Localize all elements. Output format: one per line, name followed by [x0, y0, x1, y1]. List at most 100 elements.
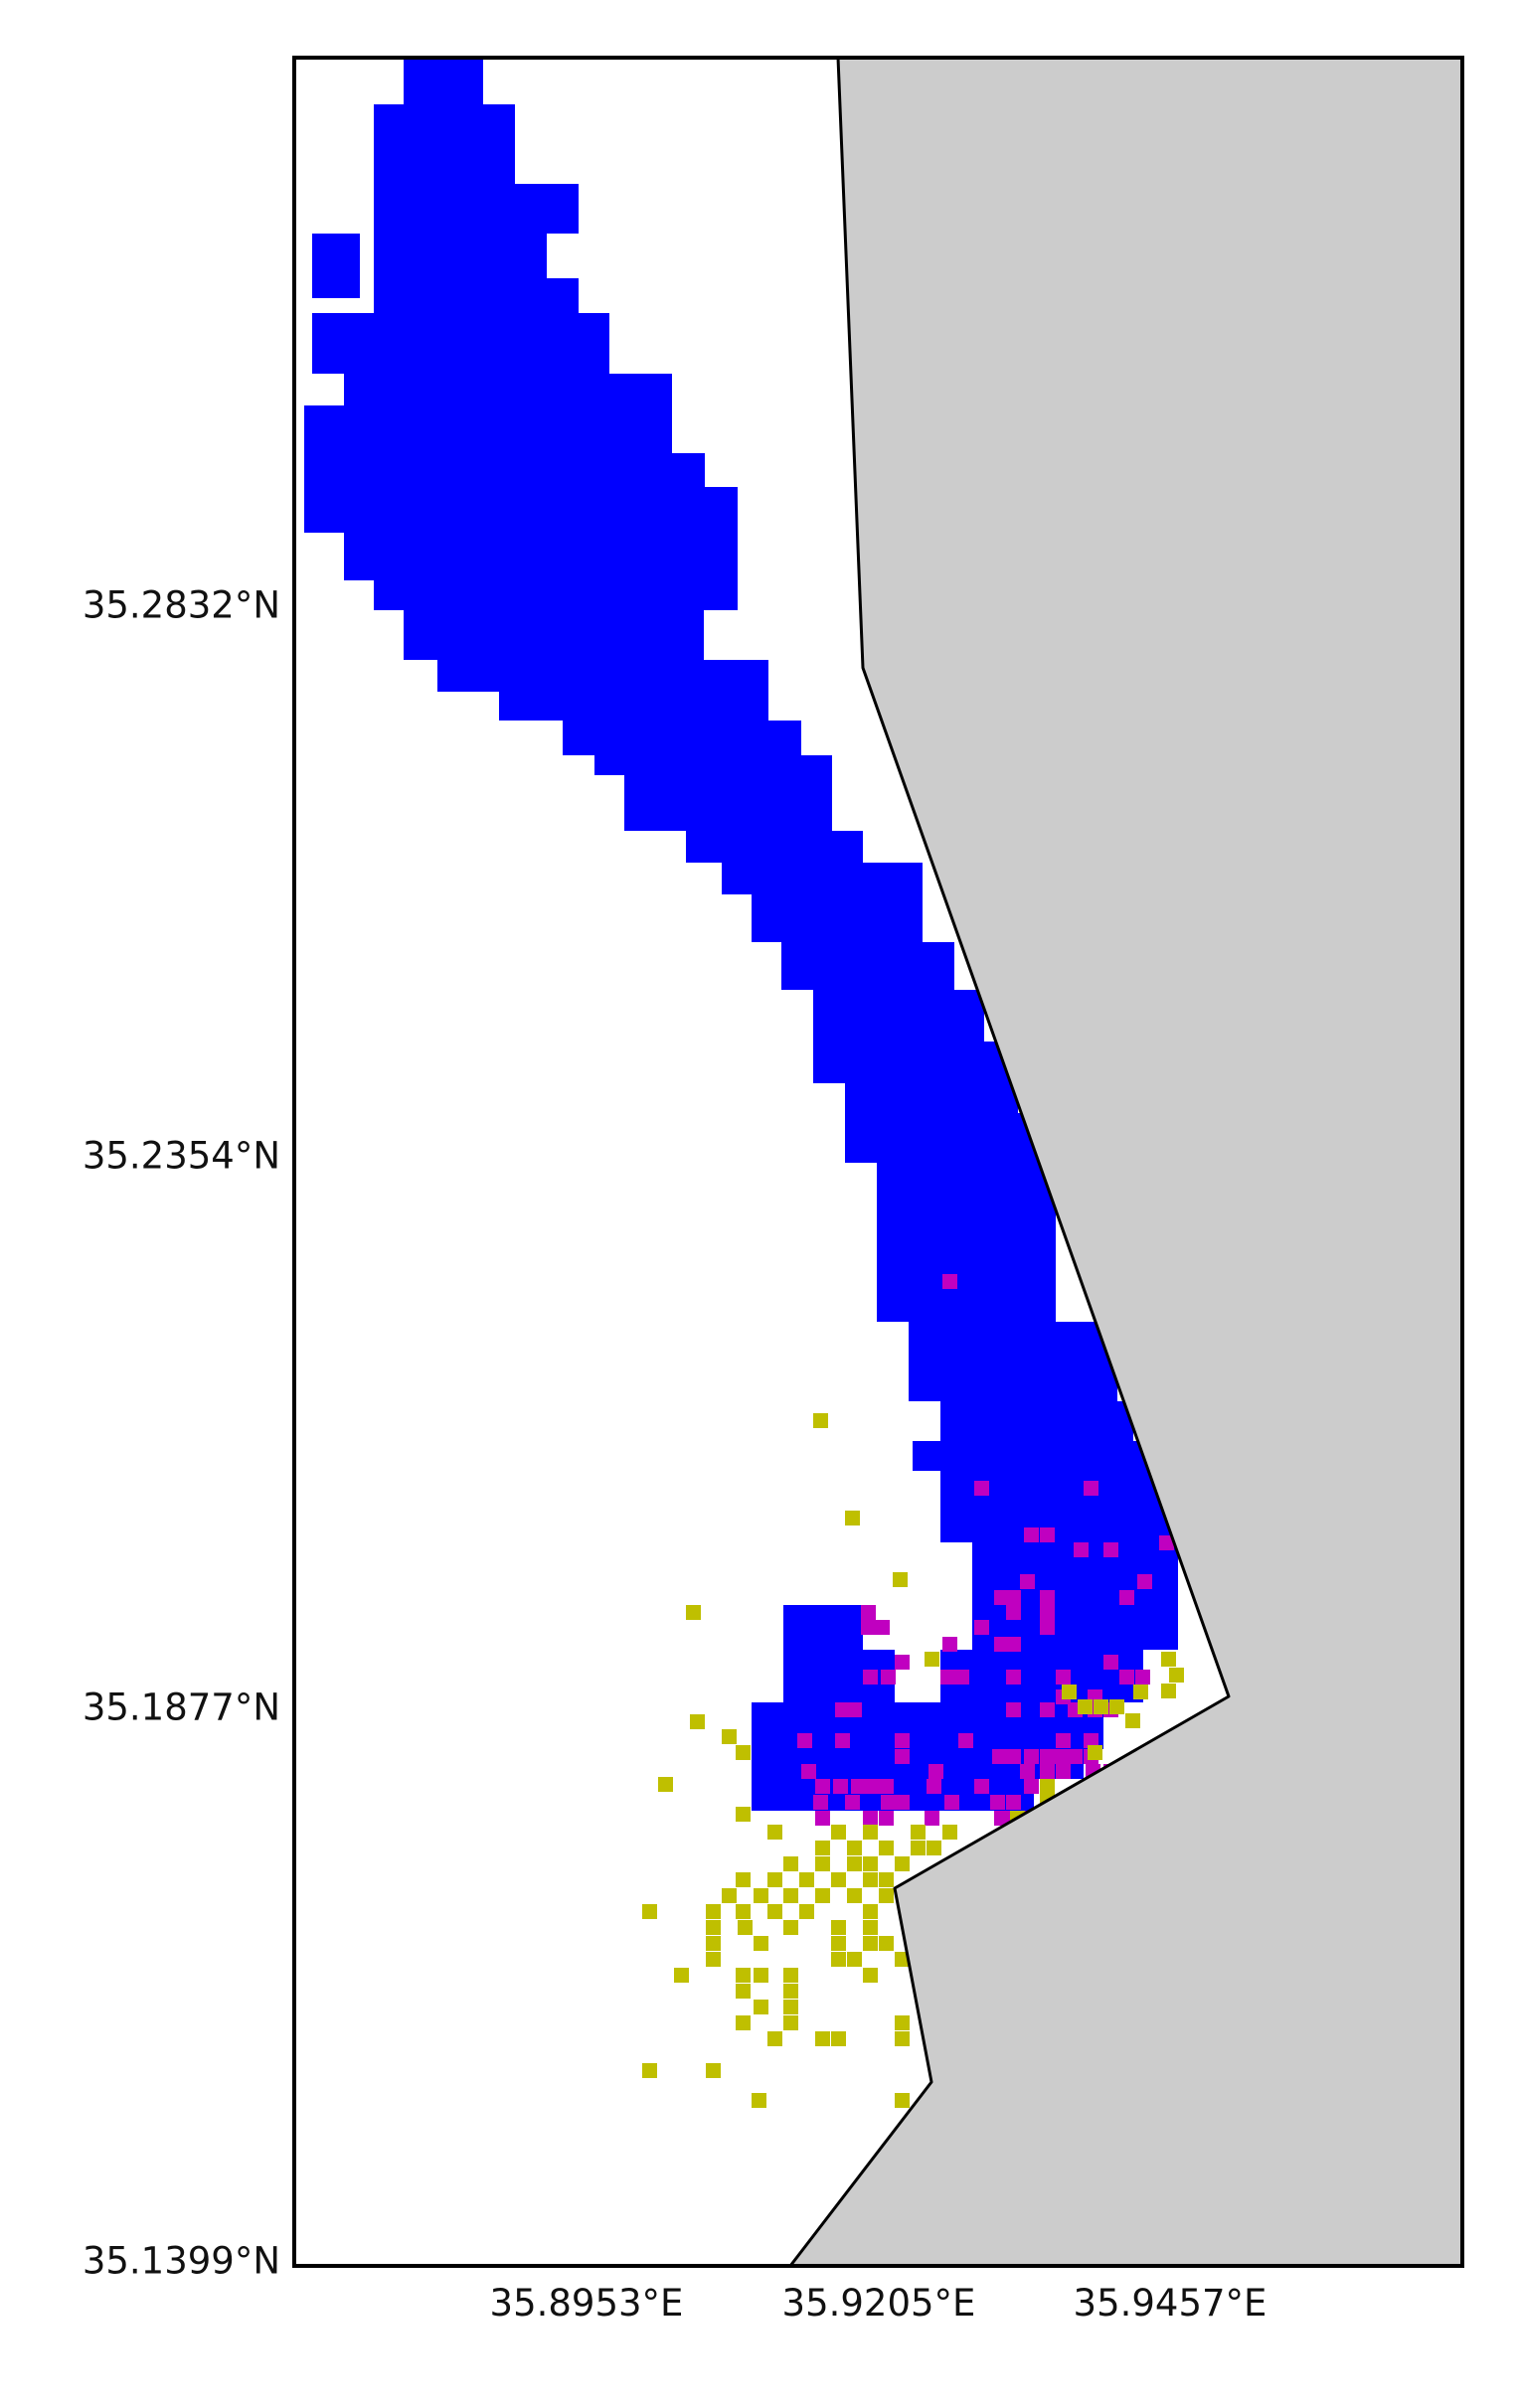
magenta-pixel — [1006, 1702, 1021, 1717]
olive-pixel — [783, 2000, 798, 2014]
y-tick-label: 35.1399°N — [83, 2240, 280, 2283]
olive-pixel — [831, 1952, 846, 1967]
magenta-pixel — [940, 1670, 955, 1685]
olive-pixel — [767, 1825, 782, 1840]
blue-pixel-block — [624, 775, 832, 831]
olive-pixel — [895, 2031, 910, 2046]
magenta-class-layer — [797, 1274, 1174, 1826]
magenta-pixel — [815, 1779, 830, 1794]
magenta-pixel — [994, 1637, 1009, 1652]
magenta-pixel — [1020, 1574, 1035, 1589]
olive-pixel — [706, 1952, 721, 1967]
magenta-pixel — [895, 1733, 910, 1748]
magenta-pixel — [1024, 1779, 1039, 1794]
blue-pixel-block — [781, 942, 954, 990]
olive-pixel — [736, 1807, 751, 1822]
blue-pixel-block — [594, 755, 832, 775]
magenta-pixel — [974, 1481, 989, 1496]
blue-pixel-block — [940, 1401, 1133, 1441]
magenta-pixel — [881, 1795, 896, 1810]
olive-pixel — [847, 1952, 862, 1967]
olive-pixel — [925, 1652, 939, 1667]
olive-pixel — [863, 1936, 878, 1951]
map-frame — [292, 56, 1464, 2268]
olive-pixel — [911, 1841, 926, 1855]
magenta-pixel — [1040, 1702, 1055, 1717]
olive-pixel — [815, 1841, 830, 1855]
olive-pixel — [813, 1413, 828, 1428]
blue-pixel-block — [909, 1322, 1117, 1401]
magenta-pixel — [992, 1749, 1007, 1764]
blue-pixel-block — [304, 487, 738, 533]
magenta-pixel — [835, 1733, 850, 1748]
magenta-pixel — [1006, 1670, 1021, 1685]
magenta-pixel — [1068, 1749, 1083, 1764]
magenta-pixel — [994, 1811, 1009, 1826]
magenta-pixel — [1084, 1733, 1098, 1748]
magenta-pixel — [879, 1779, 894, 1794]
olive-pixel — [736, 1904, 751, 1919]
olive-pixel — [799, 1872, 814, 1887]
blue-pixel-block — [686, 831, 863, 863]
blue-pixel-block — [404, 58, 483, 104]
olive-pixel — [879, 1936, 894, 1951]
olive-pixel — [738, 1920, 753, 1935]
blue-pixel-block — [304, 405, 672, 453]
olive-pixel — [831, 1825, 846, 1840]
olive-pixel — [783, 2015, 798, 2030]
olive-pixel — [893, 1572, 908, 1587]
blue-pixel-block — [813, 990, 984, 1042]
magenta-pixel — [895, 1795, 910, 1810]
magenta-pixel — [1119, 1670, 1134, 1685]
magenta-pixel — [1103, 1542, 1118, 1557]
magenta-pixel — [1135, 1670, 1150, 1685]
olive-pixel — [895, 1856, 910, 1871]
olive-pixel — [815, 2031, 830, 2046]
magenta-pixel — [1056, 1733, 1071, 1748]
magenta-pixel — [994, 1590, 1009, 1605]
blue-pixel-block — [783, 1650, 895, 1702]
olive-pixel — [863, 1920, 878, 1935]
magenta-pixel — [1084, 1481, 1098, 1496]
blue-pixel-block — [374, 184, 579, 234]
magenta-pixel — [928, 1764, 943, 1779]
magenta-pixel — [990, 1795, 1005, 1810]
magenta-pixel — [895, 1655, 910, 1670]
olive-pixel — [642, 2063, 657, 2078]
olive-pixel — [1133, 1685, 1148, 1699]
magenta-pixel — [813, 1795, 828, 1810]
magenta-pixel — [974, 1779, 989, 1794]
x-tick-label: 35.8953°E — [490, 2282, 684, 2325]
magenta-pixel — [927, 1779, 941, 1794]
blue-pixel-block — [813, 1042, 1016, 1083]
olive-pixel — [799, 1904, 814, 1919]
olive-pixel — [1109, 1699, 1124, 1714]
magenta-pixel — [815, 1811, 830, 1826]
olive-pixel — [1125, 1713, 1140, 1728]
olive-pixel — [879, 1841, 894, 1855]
magenta-pixel — [958, 1733, 973, 1748]
blue-pixel-block — [877, 1163, 1056, 1322]
magenta-pixel — [1074, 1542, 1089, 1557]
blue-pixel-block — [437, 660, 768, 692]
blue-pixel-block — [374, 104, 515, 184]
magenta-pixel — [851, 1779, 866, 1794]
magenta-pixel — [847, 1702, 862, 1717]
blue-pixel-block — [344, 533, 738, 580]
olive-pixel — [863, 1872, 878, 1887]
blue-pixel-block — [783, 1605, 863, 1650]
x-axis-ticks: 35.8953°E 35.9205°E 35.9457°E — [490, 2282, 1267, 2325]
olive-pixel — [847, 1856, 862, 1871]
magenta-pixel — [1006, 1637, 1021, 1652]
olive-pixel — [831, 1872, 846, 1887]
blue-pixel-block — [312, 234, 360, 298]
magenta-pixel — [944, 1795, 959, 1810]
olive-pixel — [686, 1605, 701, 1620]
magenta-pixel — [925, 1811, 939, 1826]
magenta-pixel — [1024, 1749, 1039, 1764]
olive-pixel — [831, 2031, 846, 2046]
magenta-pixel — [954, 1670, 969, 1685]
olive-pixel — [1169, 1668, 1184, 1683]
